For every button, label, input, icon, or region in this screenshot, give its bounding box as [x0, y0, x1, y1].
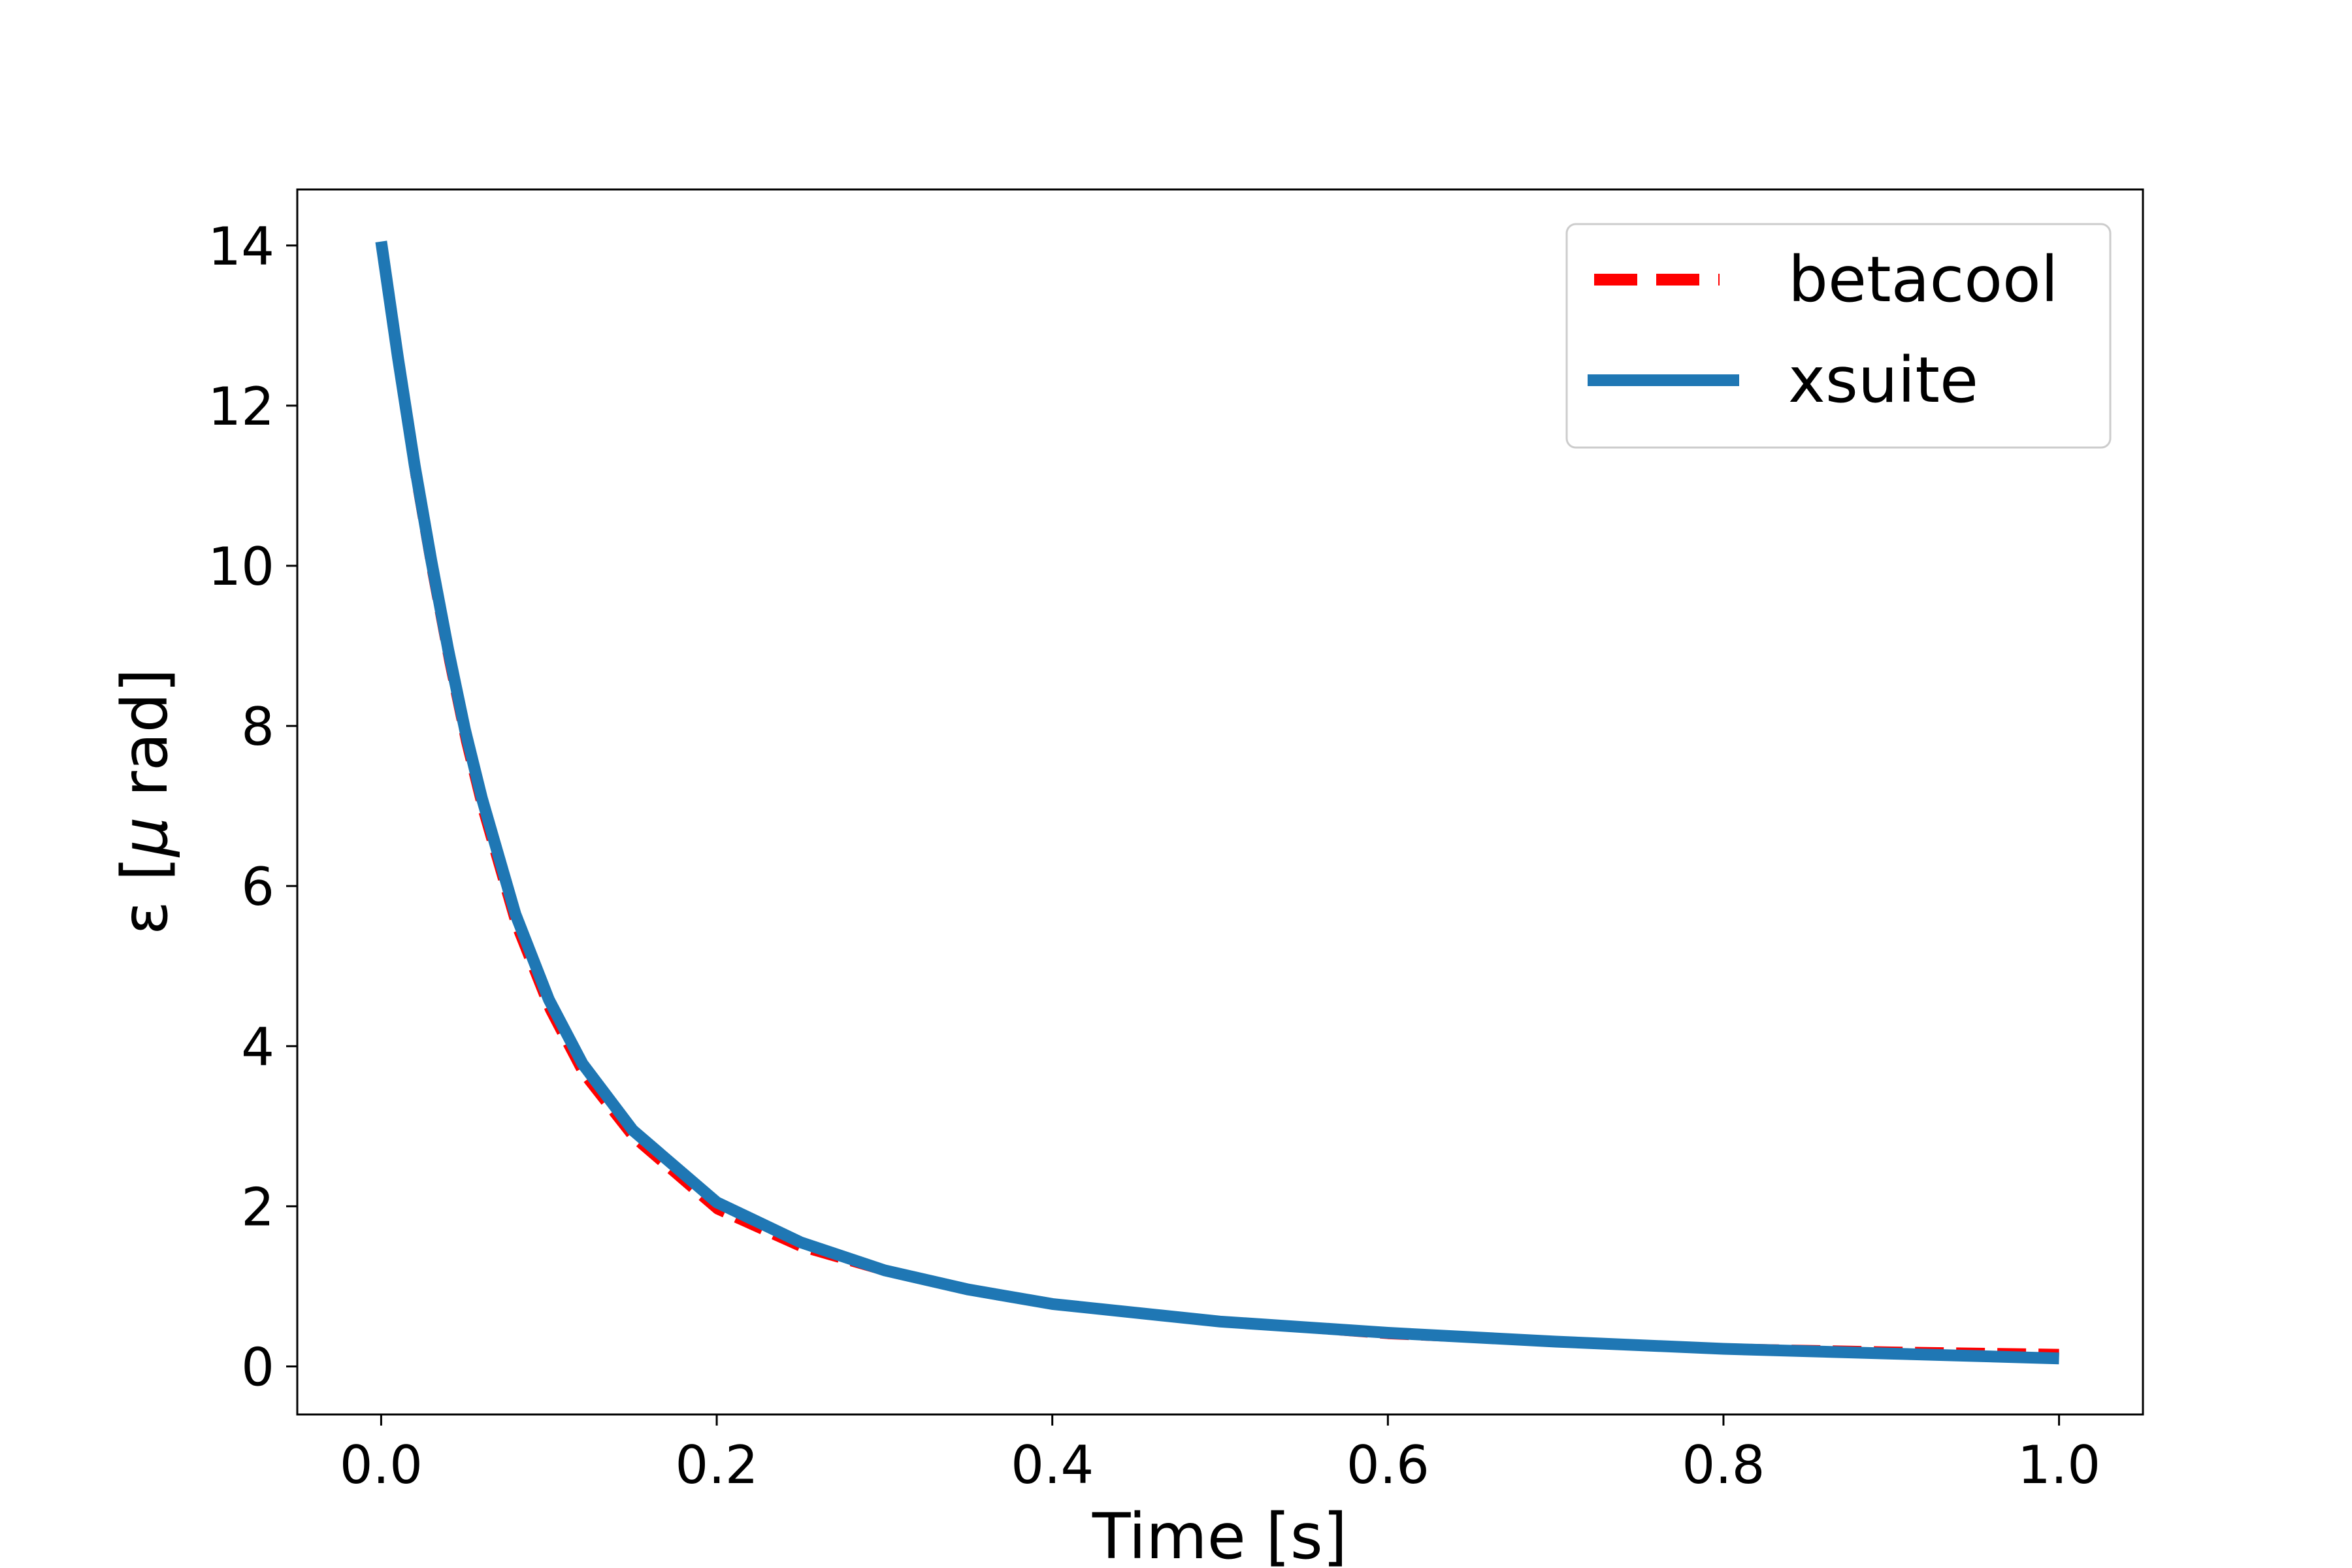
- x-tick-label: 0.8: [1682, 1435, 1765, 1495]
- plot-frame: [296, 188, 2144, 1416]
- x-tick-label: 0.6: [1347, 1435, 1429, 1495]
- x-tick-label: 1.0: [2017, 1435, 2100, 1495]
- x-axis-ticks: 0.0 0.2 0.4 0.6 0.8 1.0: [340, 1414, 2100, 1495]
- x-tick-label: 0.2: [675, 1435, 758, 1495]
- y-axis-label: ε [μ rad]: [108, 668, 182, 935]
- y-tick-label: 10: [208, 536, 274, 597]
- y-tick-label: 12: [208, 376, 274, 437]
- legend: betacool xsuite: [1565, 223, 2112, 449]
- legend-label-xsuite: xsuite: [1788, 344, 1978, 417]
- y-tick-label: 8: [241, 696, 274, 757]
- legend-label-betacool: betacool: [1788, 243, 2058, 316]
- x-tick-label: 0.4: [1011, 1435, 1094, 1495]
- legend-box: [1565, 223, 2112, 449]
- y-axis-ticks: 0 2 4 6 8 10 12 14: [208, 216, 297, 1397]
- x-tick-label: 0.0: [340, 1435, 423, 1495]
- y-axis-label-mu: μ: [108, 817, 182, 858]
- y-tick-label: 14: [208, 216, 274, 277]
- y-tick-label: 2: [241, 1177, 274, 1237]
- x-axis-label: Time [s]: [1092, 1500, 1347, 1568]
- y-tick-label: 4: [241, 1017, 274, 1077]
- series-line-xsuite: [375, 240, 2059, 1365]
- y-tick-label: 0: [241, 1337, 274, 1397]
- series-layer: [375, 240, 2059, 1365]
- y-axis-label-prefix: ε [: [108, 857, 182, 935]
- y-tick-label: 6: [241, 857, 274, 917]
- y-axis-label-suffix: rad]: [108, 668, 182, 817]
